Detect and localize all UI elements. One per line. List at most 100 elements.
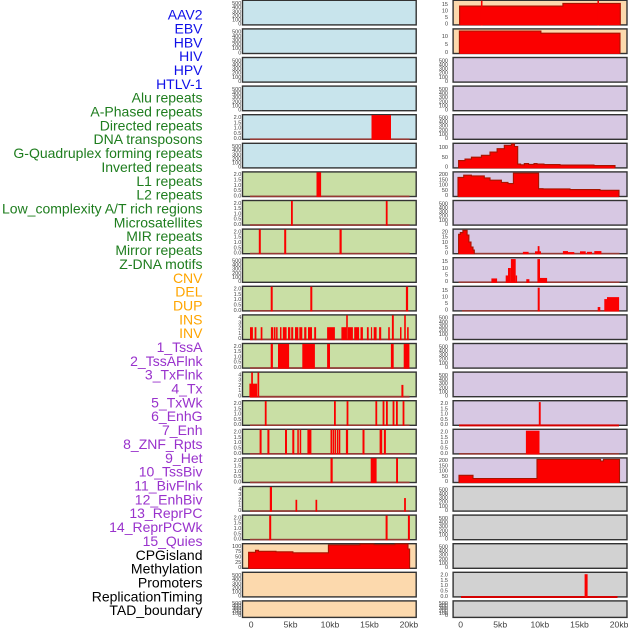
svg-text:100: 100: [232, 46, 241, 52]
svg-text:150: 150: [439, 464, 448, 470]
svg-text:100: 100: [439, 332, 448, 338]
svg-text:1.5: 1.5: [234, 349, 242, 355]
svg-text:500: 500: [232, 573, 241, 579]
svg-text:1.5: 1.5: [234, 464, 242, 470]
svg-text:0: 0: [445, 222, 448, 228]
svg-text:75: 75: [235, 549, 241, 555]
svg-text:15: 15: [442, 288, 448, 294]
svg-text:100: 100: [439, 218, 448, 224]
svg-text:0.0: 0.0: [234, 365, 242, 371]
svg-text:1.5: 1.5: [440, 435, 448, 441]
svg-text:0.5: 0.5: [440, 417, 448, 423]
svg-text:25: 25: [235, 560, 241, 566]
svg-text:150: 150: [439, 178, 448, 184]
svg-text:5: 5: [445, 272, 448, 278]
svg-text:0: 0: [445, 50, 448, 56]
svg-text:1.0: 1.0: [234, 412, 242, 418]
svg-text:10: 10: [442, 294, 448, 300]
svg-text:200: 200: [439, 528, 448, 534]
svg-text:0.5: 0.5: [234, 360, 242, 366]
svg-text:200: 200: [232, 14, 241, 20]
svg-text:300: 300: [232, 152, 241, 158]
svg-text:0.0: 0.0: [440, 594, 448, 600]
svg-text:0.0: 0.0: [234, 222, 242, 228]
svg-text:100: 100: [232, 18, 241, 24]
svg-text:INV: INV: [179, 325, 203, 341]
svg-text:500: 500: [232, 58, 241, 64]
svg-text:100: 100: [439, 561, 448, 567]
svg-text:0.0: 0.0: [234, 451, 242, 457]
svg-text:0: 0: [238, 613, 241, 619]
svg-text:Low_complexity A/T rich region: Low_complexity A/T rich regions: [2, 201, 203, 217]
svg-text:300: 300: [439, 210, 448, 216]
svg-text:AAV2: AAV2: [168, 7, 203, 23]
svg-text:0: 0: [445, 613, 448, 619]
svg-text:100: 100: [439, 361, 448, 367]
svg-text:300: 300: [232, 95, 241, 101]
svg-text:200: 200: [232, 608, 241, 614]
svg-text:300: 300: [439, 324, 448, 330]
svg-text:400: 400: [439, 62, 448, 68]
svg-text:400: 400: [439, 491, 448, 497]
svg-text:200: 200: [439, 500, 448, 506]
svg-text:200: 200: [232, 271, 241, 277]
svg-text:HPV: HPV: [174, 62, 203, 78]
svg-text:0.0: 0.0: [234, 136, 242, 142]
svg-text:300: 300: [439, 381, 448, 387]
svg-text:2.0: 2.0: [234, 344, 242, 350]
svg-text:3_TxFlnk: 3_TxFlnk: [145, 367, 204, 383]
svg-text:1.0: 1.0: [440, 440, 448, 446]
svg-text:5: 5: [445, 245, 448, 251]
svg-text:MIR repeats: MIR repeats: [126, 228, 202, 244]
svg-text:200: 200: [232, 42, 241, 48]
svg-text:500: 500: [232, 144, 241, 150]
svg-text:200: 200: [232, 99, 241, 105]
svg-text:1: 1: [238, 331, 241, 337]
svg-text:100: 100: [232, 590, 241, 596]
svg-text:200: 200: [439, 608, 448, 614]
svg-text:500: 500: [439, 373, 448, 379]
svg-text:0: 0: [238, 594, 241, 600]
svg-text:500: 500: [439, 316, 448, 322]
svg-text:7_Enh: 7_Enh: [162, 422, 202, 438]
svg-text:200: 200: [439, 385, 448, 391]
svg-text:0: 0: [445, 365, 448, 371]
svg-text:200: 200: [439, 71, 448, 77]
svg-text:4: 4: [238, 372, 241, 378]
svg-text:400: 400: [439, 520, 448, 526]
svg-text:2: 2: [238, 497, 241, 503]
svg-text:100: 100: [439, 145, 448, 151]
svg-text:400: 400: [439, 91, 448, 97]
svg-text:1.5: 1.5: [440, 578, 448, 584]
svg-text:200: 200: [439, 557, 448, 563]
svg-text:100: 100: [232, 103, 241, 109]
svg-text:0: 0: [445, 565, 448, 571]
svg-text:500: 500: [439, 545, 448, 551]
svg-text:300: 300: [439, 524, 448, 530]
svg-text:500: 500: [439, 58, 448, 64]
svg-text:14_ReprPCWk: 14_ReprPCWk: [109, 519, 203, 535]
svg-text:5: 5: [445, 301, 448, 307]
svg-text:0: 0: [445, 79, 448, 85]
svg-text:2.0: 2.0: [440, 401, 448, 407]
svg-text:300: 300: [232, 38, 241, 44]
svg-text:0: 0: [238, 336, 241, 342]
svg-text:13_ReprPC: 13_ReprPC: [129, 505, 202, 521]
svg-text:100: 100: [439, 132, 448, 138]
svg-text:1.5: 1.5: [234, 235, 242, 241]
svg-text:100: 100: [232, 611, 241, 617]
svg-text:INS: INS: [179, 311, 202, 327]
svg-text:1.0: 1.0: [234, 240, 242, 246]
svg-text:100: 100: [439, 389, 448, 395]
svg-text:50: 50: [442, 474, 448, 480]
svg-text:1.5: 1.5: [234, 206, 242, 212]
svg-text:5kb: 5kb: [493, 619, 507, 629]
svg-text:200: 200: [439, 99, 448, 105]
svg-text:CNV: CNV: [173, 270, 203, 286]
svg-text:Microsatellites: Microsatellites: [114, 214, 203, 230]
svg-text:10kb: 10kb: [321, 619, 340, 629]
svg-text:100: 100: [439, 532, 448, 538]
svg-text:400: 400: [232, 148, 241, 154]
svg-text:15: 15: [442, 259, 448, 265]
svg-text:1.0: 1.0: [234, 211, 242, 217]
